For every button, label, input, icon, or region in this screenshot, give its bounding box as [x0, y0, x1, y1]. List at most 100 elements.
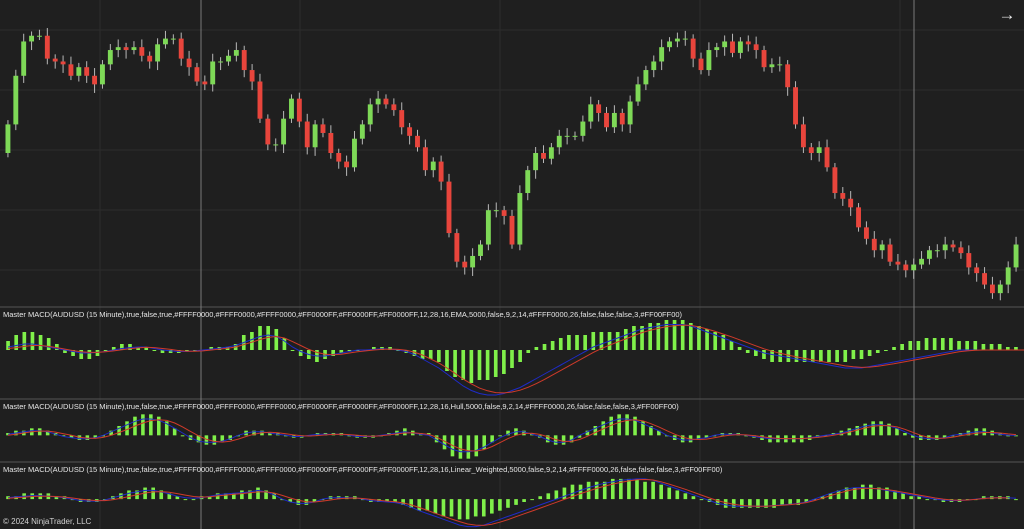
- histogram-bar: [675, 490, 680, 500]
- histogram-bar: [347, 435, 352, 437]
- histogram-bar: [562, 487, 567, 500]
- histogram-bar: [477, 350, 482, 380]
- macd-line: [7, 418, 1016, 453]
- histogram-bar: [159, 490, 164, 500]
- histogram-bar: [680, 435, 685, 443]
- candle-up: [643, 70, 649, 85]
- histogram-bar: [836, 490, 841, 500]
- histogram-bar: [101, 435, 106, 437]
- histogram-bar: [510, 350, 514, 368]
- histogram-bar: [973, 341, 978, 350]
- histogram-bar: [473, 499, 478, 517]
- candle-up: [1013, 244, 1019, 268]
- candle-up: [29, 35, 35, 42]
- candle-up: [588, 104, 594, 122]
- histogram-bar: [172, 428, 177, 436]
- histogram-bar: [542, 344, 547, 350]
- histogram-bar: [103, 350, 108, 351]
- histogram-bar: [788, 499, 793, 505]
- histogram-bar: [585, 430, 590, 436]
- histogram-bar: [109, 430, 113, 436]
- histogram-bar: [502, 350, 506, 374]
- histogram-bar: [635, 478, 639, 500]
- histogram-bar: [570, 484, 575, 500]
- histogram-bar: [633, 416, 637, 436]
- candle-down: [320, 124, 326, 133]
- histogram-bar: [875, 350, 880, 353]
- candle-up: [934, 250, 940, 252]
- candle-up: [281, 118, 287, 145]
- histogram-bar: [266, 326, 270, 350]
- candle-up: [564, 135, 570, 137]
- histogram-bar: [393, 499, 397, 502]
- candle-down: [619, 112, 625, 125]
- candle-up: [611, 112, 617, 128]
- histogram-bar: [567, 335, 571, 350]
- histogram-bar: [258, 326, 262, 350]
- histogram-bar: [925, 499, 930, 501]
- histogram-bar: [474, 435, 479, 457]
- histogram-bar: [712, 435, 717, 437]
- histogram-bar: [63, 350, 67, 353]
- histogram-bar: [420, 350, 425, 359]
- histogram-bar: [688, 323, 693, 350]
- candle-down: [856, 207, 861, 228]
- histogram-bar: [578, 484, 583, 500]
- histogram-bar: [593, 426, 598, 436]
- histogram-bar: [1014, 435, 1018, 437]
- histogram-bar: [823, 435, 828, 437]
- histogram-bar: [909, 496, 913, 500]
- candle-down: [415, 135, 420, 148]
- arrow-right-icon[interactable]: →: [998, 5, 1016, 24]
- histogram-bar: [274, 329, 279, 350]
- histogram-bar: [149, 414, 153, 436]
- histogram-bar: [745, 350, 750, 353]
- candle-down: [596, 104, 602, 113]
- candle-down: [982, 273, 987, 285]
- histogram-bar: [859, 350, 864, 359]
- histogram-bar: [61, 435, 66, 437]
- histogram-bar: [428, 350, 433, 359]
- histogram-bar: [810, 350, 815, 362]
- candle-up: [911, 264, 917, 271]
- histogram-bar: [207, 496, 212, 500]
- histogram-bar: [445, 350, 449, 371]
- histogram-bar: [664, 435, 669, 437]
- histogram-bar: [37, 428, 42, 436]
- histogram-bar: [30, 332, 35, 350]
- candle-down: [950, 244, 956, 248]
- histogram-bar: [220, 435, 225, 443]
- histogram-bar: [989, 344, 994, 350]
- candle-up: [218, 61, 224, 63]
- histogram-bar: [120, 344, 124, 350]
- candle-up: [470, 255, 476, 268]
- histogram-bar: [466, 435, 471, 459]
- candle-up: [572, 135, 578, 137]
- histogram-bar: [641, 421, 645, 436]
- histogram-bar: [786, 350, 791, 362]
- histogram-bar: [932, 338, 937, 350]
- candle-up: [533, 153, 539, 171]
- histogram-bar: [546, 493, 551, 500]
- histogram-bar: [522, 499, 526, 502]
- histogram-bar: [6, 433, 10, 436]
- histogram-bar: [490, 499, 494, 514]
- histogram-bar: [772, 499, 776, 508]
- candle-down: [800, 124, 806, 148]
- histogram-bar: [434, 435, 439, 443]
- histogram-bar: [534, 347, 539, 350]
- histogram-bar: [794, 350, 799, 362]
- histogram-bar: [283, 435, 288, 437]
- histogram-bar: [79, 350, 84, 359]
- candle-up: [548, 147, 554, 159]
- histogram-bar: [656, 323, 661, 350]
- histogram-bar: [649, 426, 653, 436]
- candle-down: [123, 47, 129, 51]
- candle-up: [926, 250, 932, 259]
- histogram-bar: [141, 414, 145, 436]
- histogram-bar: [14, 335, 19, 350]
- candle-down: [139, 47, 145, 56]
- histogram-bar: [180, 435, 185, 437]
